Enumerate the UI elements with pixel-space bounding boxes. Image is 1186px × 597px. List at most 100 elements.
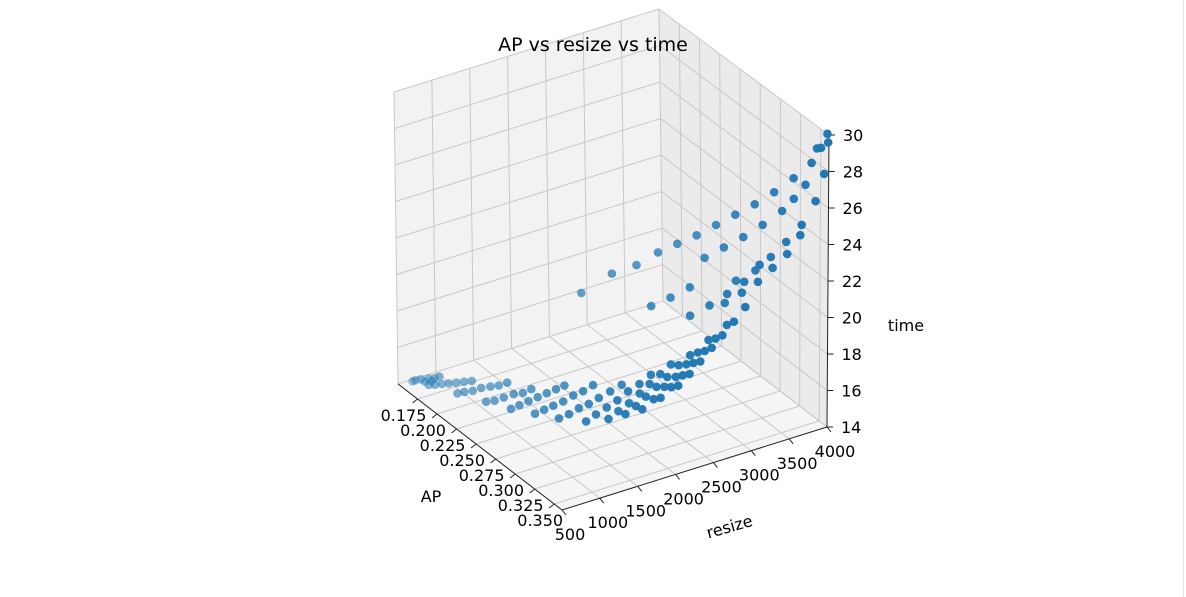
data-point xyxy=(782,249,792,259)
data-point xyxy=(581,417,591,426)
y-tick xyxy=(788,438,794,445)
data-point xyxy=(739,277,749,287)
data-point xyxy=(551,384,561,394)
y-tick xyxy=(826,426,832,433)
data-point xyxy=(539,405,549,415)
data-point xyxy=(605,387,615,396)
data-point xyxy=(435,372,444,381)
data-point xyxy=(673,239,682,249)
data-point xyxy=(452,378,461,387)
x-tick xyxy=(470,443,477,449)
data-point xyxy=(667,382,676,392)
data-point xyxy=(705,301,714,310)
x-tick xyxy=(548,503,555,509)
data-point xyxy=(719,243,729,252)
data-point xyxy=(645,379,654,389)
data-point xyxy=(499,393,509,402)
data-point xyxy=(652,382,661,392)
y-tick-label: 4000 xyxy=(815,442,856,461)
data-point xyxy=(624,399,634,408)
data-point xyxy=(518,388,528,398)
data-point xyxy=(729,317,739,327)
grid-line-z xyxy=(397,300,828,428)
z-tick-label: 20 xyxy=(842,309,862,328)
data-point xyxy=(424,380,434,390)
data-point xyxy=(638,405,647,414)
data-point xyxy=(515,400,524,410)
grid-line-z xyxy=(393,8,830,136)
x-tick xyxy=(412,398,418,404)
data-point xyxy=(789,194,799,204)
grid-line-z xyxy=(396,227,828,355)
data-point xyxy=(796,230,805,240)
data-point xyxy=(722,289,732,299)
data-point xyxy=(533,392,542,402)
data-point xyxy=(554,414,564,423)
x-tick xyxy=(451,428,457,434)
data-point xyxy=(753,277,763,287)
x-tick-label: 0.275 xyxy=(459,466,505,485)
y-tick xyxy=(713,462,718,468)
data-point xyxy=(678,371,687,380)
data-point xyxy=(700,253,709,263)
data-point xyxy=(641,392,651,401)
grid-line-z xyxy=(394,81,829,209)
data-point xyxy=(768,263,777,273)
data-point xyxy=(755,260,764,270)
right-edge-divider xyxy=(1183,0,1184,597)
data-point xyxy=(623,387,633,396)
y-tick-label: 1500 xyxy=(625,501,666,520)
data-point xyxy=(666,293,675,302)
data-point xyxy=(437,379,447,389)
data-point xyxy=(506,404,516,414)
data-points xyxy=(408,129,833,426)
data-point xyxy=(685,369,694,379)
data-point xyxy=(666,360,676,369)
data-point xyxy=(673,381,683,391)
x-tick-label: 0.300 xyxy=(478,481,524,500)
y-tick-label: 2000 xyxy=(663,489,704,508)
y-tick-label: 2500 xyxy=(701,478,742,497)
data-point xyxy=(741,302,750,312)
y-axis-label: resize xyxy=(704,511,755,542)
data-point xyxy=(807,158,816,168)
data-point xyxy=(823,138,833,147)
data-point xyxy=(819,169,829,179)
data-point xyxy=(682,360,691,369)
data-point xyxy=(731,276,741,286)
z-tick-label: 26 xyxy=(843,199,863,218)
y-tick-label: 500 xyxy=(555,525,586,544)
data-point xyxy=(467,376,477,386)
data-point xyxy=(646,370,656,380)
data-point xyxy=(731,210,740,219)
data-point xyxy=(604,414,613,424)
data-point xyxy=(656,393,665,403)
data-point xyxy=(560,381,569,390)
z-tick-label: 22 xyxy=(842,272,862,291)
data-point xyxy=(602,403,611,412)
data-point xyxy=(700,346,710,356)
data-point xyxy=(656,369,665,379)
data-point xyxy=(617,380,626,390)
data-point xyxy=(781,237,791,247)
data-point xyxy=(558,397,568,406)
data-point xyxy=(459,377,469,387)
tick-labels: 0.1750.2000.2250.2500.2750.3000.3250.350… xyxy=(381,126,864,544)
y-tick xyxy=(675,474,680,480)
data-point xyxy=(481,397,491,407)
data-point xyxy=(674,360,683,370)
data-point xyxy=(486,382,495,391)
data-point xyxy=(777,206,787,216)
data-point xyxy=(801,180,810,190)
data-point xyxy=(444,379,454,388)
axes-panes xyxy=(394,9,829,510)
data-point xyxy=(549,401,558,411)
data-point xyxy=(453,389,462,398)
x-tick xyxy=(490,458,496,464)
y-tick xyxy=(750,450,756,457)
data-point xyxy=(693,348,703,357)
data-point xyxy=(739,232,748,242)
x-tick-label: 0.250 xyxy=(439,451,485,470)
chart-title: AP vs resize vs time xyxy=(498,34,688,56)
